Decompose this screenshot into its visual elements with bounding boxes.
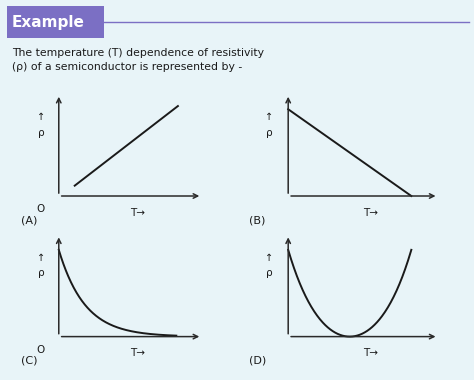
Text: ↑: ↑ — [265, 253, 273, 263]
Text: T→: T→ — [130, 348, 145, 358]
Text: (D): (D) — [248, 356, 266, 366]
FancyBboxPatch shape — [7, 6, 104, 38]
Text: (C): (C) — [21, 356, 37, 366]
Text: (A): (A) — [21, 215, 37, 225]
Text: ρ: ρ — [266, 128, 273, 138]
Text: (ρ) of a semiconductor is represented by -: (ρ) of a semiconductor is represented by… — [12, 62, 242, 71]
Text: T→: T→ — [130, 208, 145, 218]
Text: O: O — [36, 204, 45, 214]
Text: The temperature (T) dependence of resistivity: The temperature (T) dependence of resist… — [12, 48, 264, 57]
Text: ↑: ↑ — [37, 253, 45, 263]
Text: ρ: ρ — [266, 268, 273, 278]
Text: T→: T→ — [363, 348, 378, 358]
Text: ↑: ↑ — [37, 112, 45, 122]
Text: ρ: ρ — [37, 268, 44, 278]
Text: ↑: ↑ — [265, 112, 273, 122]
Text: (B): (B) — [248, 215, 265, 225]
Text: Example: Example — [12, 14, 85, 30]
Text: ρ: ρ — [37, 128, 44, 138]
Text: O: O — [36, 345, 45, 355]
Text: T→: T→ — [363, 208, 378, 218]
